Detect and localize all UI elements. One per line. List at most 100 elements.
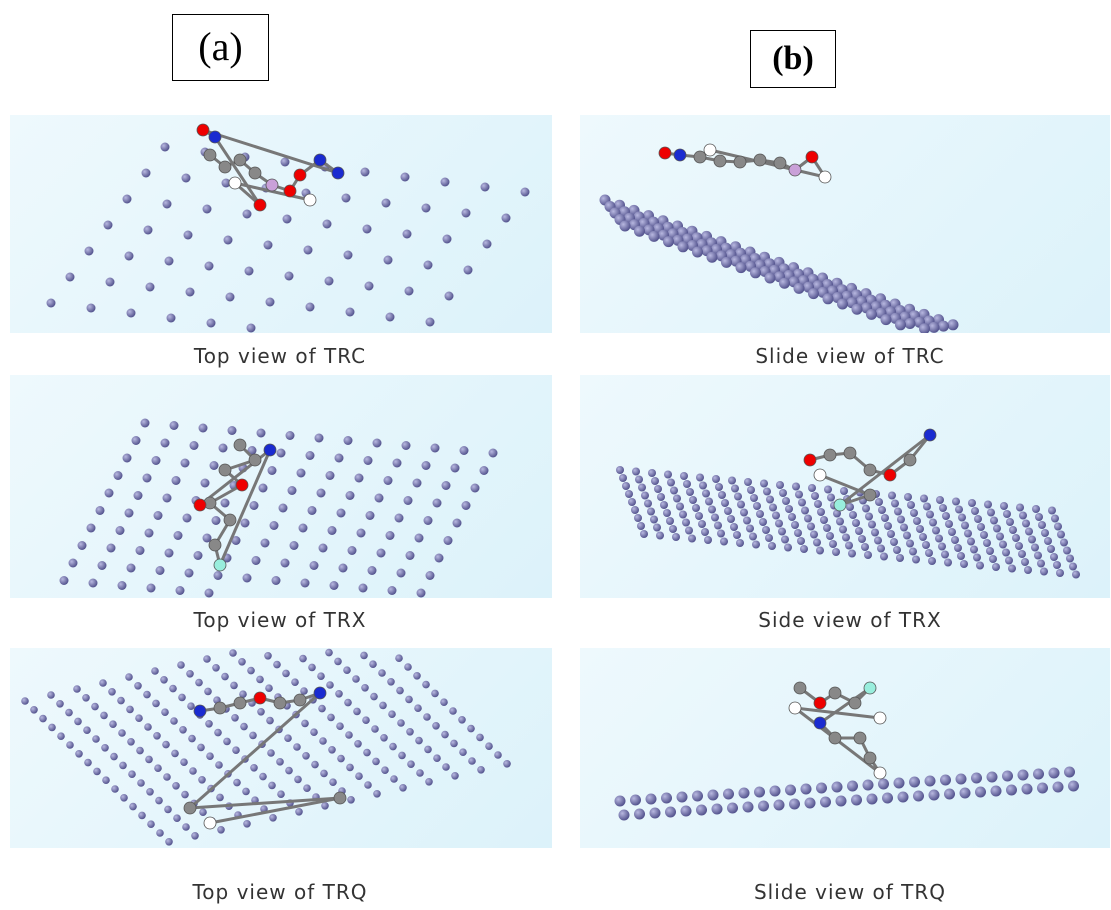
atom [105, 489, 114, 498]
atom [172, 782, 180, 790]
atom [345, 731, 353, 739]
atom [212, 516, 221, 525]
atom [234, 697, 246, 709]
atom [880, 553, 888, 561]
atom [304, 246, 313, 255]
atom [688, 535, 696, 543]
atom [941, 551, 949, 559]
atom [925, 776, 936, 787]
atom [646, 794, 657, 805]
atom [290, 541, 299, 550]
atom [335, 454, 344, 463]
atom [317, 672, 325, 680]
atom [794, 283, 805, 294]
atom [1035, 513, 1043, 521]
atom [460, 446, 469, 455]
atom [170, 421, 179, 430]
atom [243, 820, 251, 828]
atom [414, 704, 422, 712]
atom [291, 678, 299, 686]
atom [370, 693, 378, 701]
atom [956, 774, 967, 785]
atom [78, 541, 87, 550]
atom [395, 654, 403, 662]
atom [912, 556, 920, 564]
atom [118, 729, 126, 737]
atom [117, 697, 125, 705]
atom [932, 527, 940, 535]
atom [884, 522, 892, 530]
atom [111, 785, 119, 793]
atom [680, 472, 688, 480]
atom [284, 185, 296, 197]
atom [801, 507, 809, 515]
atom [1053, 561, 1061, 569]
atom [83, 726, 91, 734]
panel-image [580, 375, 1110, 598]
atom [840, 435, 930, 505]
atom [1041, 529, 1049, 537]
atom [123, 454, 132, 463]
atom [676, 503, 684, 511]
atom [215, 761, 223, 769]
panel-image [10, 648, 552, 848]
atom [1037, 560, 1045, 568]
atom [666, 517, 674, 525]
atom [728, 477, 736, 485]
atom [355, 772, 363, 780]
atom [467, 725, 475, 733]
atom [775, 520, 783, 528]
atom [138, 812, 146, 820]
atom [619, 474, 627, 482]
atom [1032, 505, 1040, 513]
atom [226, 293, 235, 302]
atom [907, 501, 915, 509]
atom [704, 536, 712, 544]
atom [756, 510, 764, 518]
atom [929, 519, 937, 527]
atom [354, 740, 362, 748]
atom [928, 557, 936, 565]
atom [249, 454, 261, 466]
atom [913, 791, 924, 802]
atom [143, 691, 151, 699]
atom [887, 530, 895, 538]
atom [114, 471, 123, 480]
atom [154, 764, 162, 772]
atom [123, 195, 132, 204]
atom [273, 661, 281, 669]
atom [386, 531, 395, 540]
atom [441, 178, 450, 187]
atom [990, 517, 998, 525]
atom [750, 267, 761, 278]
atom [864, 489, 876, 501]
atom [134, 682, 142, 690]
atom [1069, 563, 1077, 571]
atom [163, 494, 172, 503]
atom [285, 767, 293, 775]
atom [337, 755, 345, 763]
atom [308, 506, 317, 515]
atom [855, 527, 863, 535]
atom [109, 720, 117, 728]
atom [464, 266, 473, 275]
atom [364, 456, 373, 465]
atom [120, 794, 128, 802]
atom [1044, 537, 1052, 545]
atom [449, 707, 457, 715]
atom [789, 164, 801, 176]
atom [405, 696, 413, 704]
atom [190, 441, 199, 450]
atom [205, 720, 213, 728]
atom [683, 480, 691, 488]
caption: Slide view of TRC [580, 344, 1111, 368]
atom [894, 778, 905, 789]
atom [808, 288, 819, 299]
atom [403, 230, 412, 239]
atom [926, 511, 934, 519]
atom [301, 579, 310, 588]
atom [153, 732, 161, 740]
atom [152, 700, 160, 708]
atom [727, 515, 735, 523]
atom [848, 550, 856, 558]
